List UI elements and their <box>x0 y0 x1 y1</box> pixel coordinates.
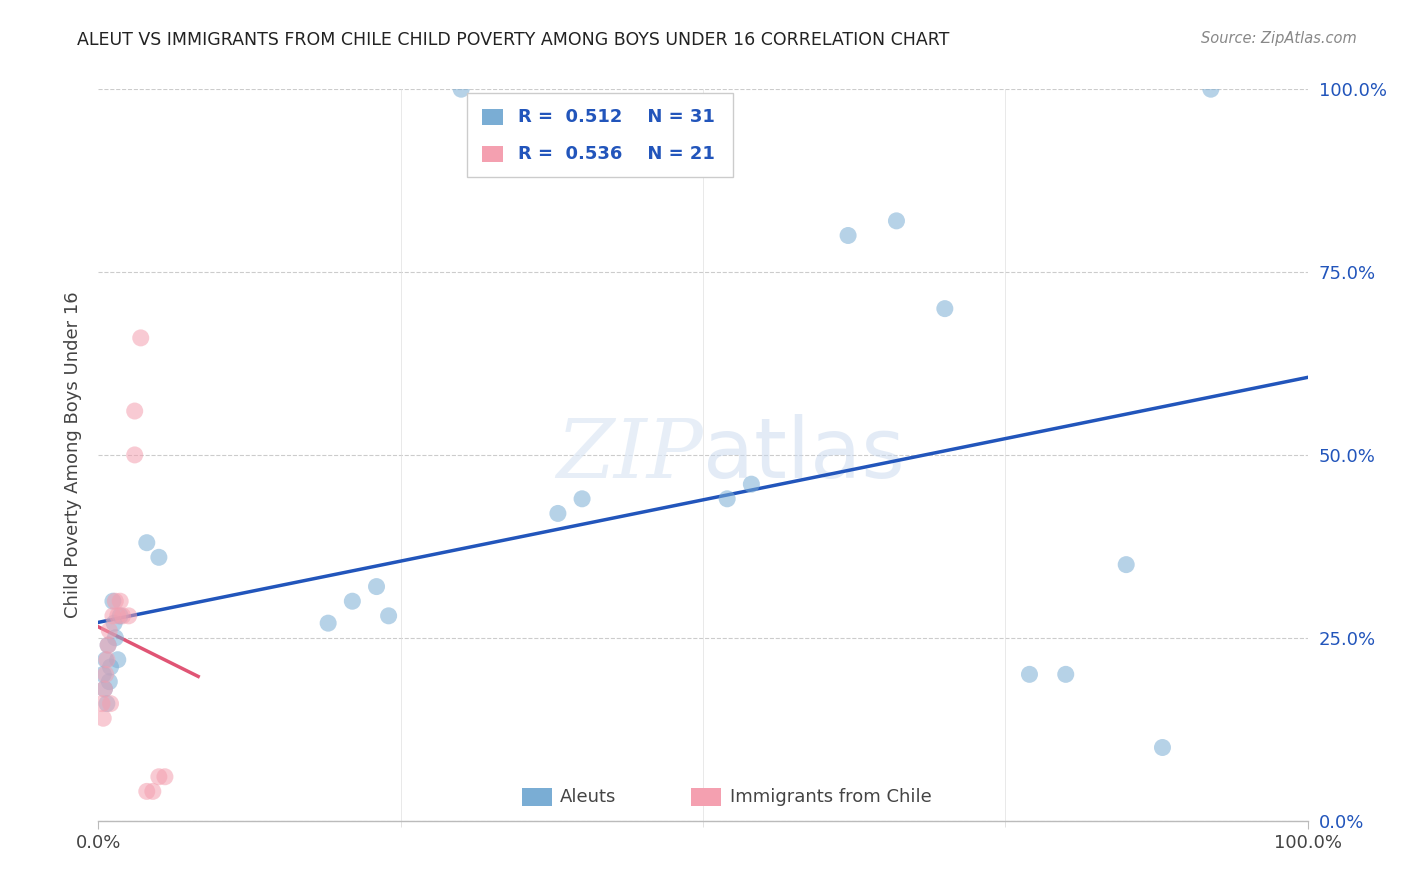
Point <box>94 667 117 681</box>
Point <box>107 653 129 667</box>
Text: Immigrants from Chile: Immigrants from Chile <box>730 788 931 805</box>
Point <box>100 697 122 711</box>
Point <box>1115 558 1137 572</box>
Point <box>94 653 117 667</box>
Point <box>97 638 120 652</box>
Point <box>1018 667 1040 681</box>
Point <box>886 214 908 228</box>
Point <box>118 608 141 623</box>
Point <box>148 770 170 784</box>
Text: Aleuts: Aleuts <box>561 788 617 805</box>
Point <box>129 331 152 345</box>
Point <box>93 681 115 696</box>
Point <box>837 228 859 243</box>
Point <box>101 594 124 608</box>
Point <box>142 784 165 798</box>
Point <box>124 404 146 418</box>
Text: atlas: atlas <box>703 415 904 495</box>
Point <box>1054 667 1077 681</box>
Text: R =  0.512    N = 31: R = 0.512 N = 31 <box>517 108 714 126</box>
FancyBboxPatch shape <box>467 93 734 177</box>
Point <box>148 550 170 565</box>
Point <box>342 594 364 608</box>
Point <box>98 624 121 638</box>
Point <box>135 784 157 798</box>
Point <box>366 580 388 594</box>
Point <box>91 711 114 725</box>
Point <box>104 594 127 608</box>
Point <box>108 594 131 608</box>
Point <box>111 608 134 623</box>
Point <box>571 491 593 506</box>
Text: ZIP: ZIP <box>557 415 703 495</box>
FancyBboxPatch shape <box>522 788 551 806</box>
Point <box>1199 82 1222 96</box>
Point <box>100 660 122 674</box>
Point <box>153 770 176 784</box>
Point <box>1152 740 1174 755</box>
Point <box>740 477 762 491</box>
FancyBboxPatch shape <box>690 788 721 806</box>
Text: ALEUT VS IMMIGRANTS FROM CHILE CHILD POVERTY AMONG BOYS UNDER 16 CORRELATION CHA: ALEUT VS IMMIGRANTS FROM CHILE CHILD POV… <box>77 31 949 49</box>
Point <box>103 616 125 631</box>
Point <box>124 448 146 462</box>
Point <box>450 82 472 96</box>
Point <box>934 301 956 316</box>
Point <box>98 674 121 689</box>
Point <box>108 608 131 623</box>
Point <box>716 491 738 506</box>
Point <box>97 638 120 652</box>
FancyBboxPatch shape <box>482 146 503 161</box>
Point <box>93 681 115 696</box>
Point <box>316 616 339 631</box>
Point <box>91 667 114 681</box>
Point <box>377 608 399 623</box>
Point <box>104 631 127 645</box>
Y-axis label: Child Poverty Among Boys Under 16: Child Poverty Among Boys Under 16 <box>63 292 82 618</box>
Point <box>91 697 114 711</box>
FancyBboxPatch shape <box>482 109 503 125</box>
Point <box>547 507 569 521</box>
Text: Source: ZipAtlas.com: Source: ZipAtlas.com <box>1201 31 1357 46</box>
Point <box>135 535 157 549</box>
Point <box>107 608 129 623</box>
Point <box>96 653 118 667</box>
Point <box>101 608 124 623</box>
Text: R =  0.536    N = 21: R = 0.536 N = 21 <box>517 145 714 163</box>
Point <box>96 697 118 711</box>
